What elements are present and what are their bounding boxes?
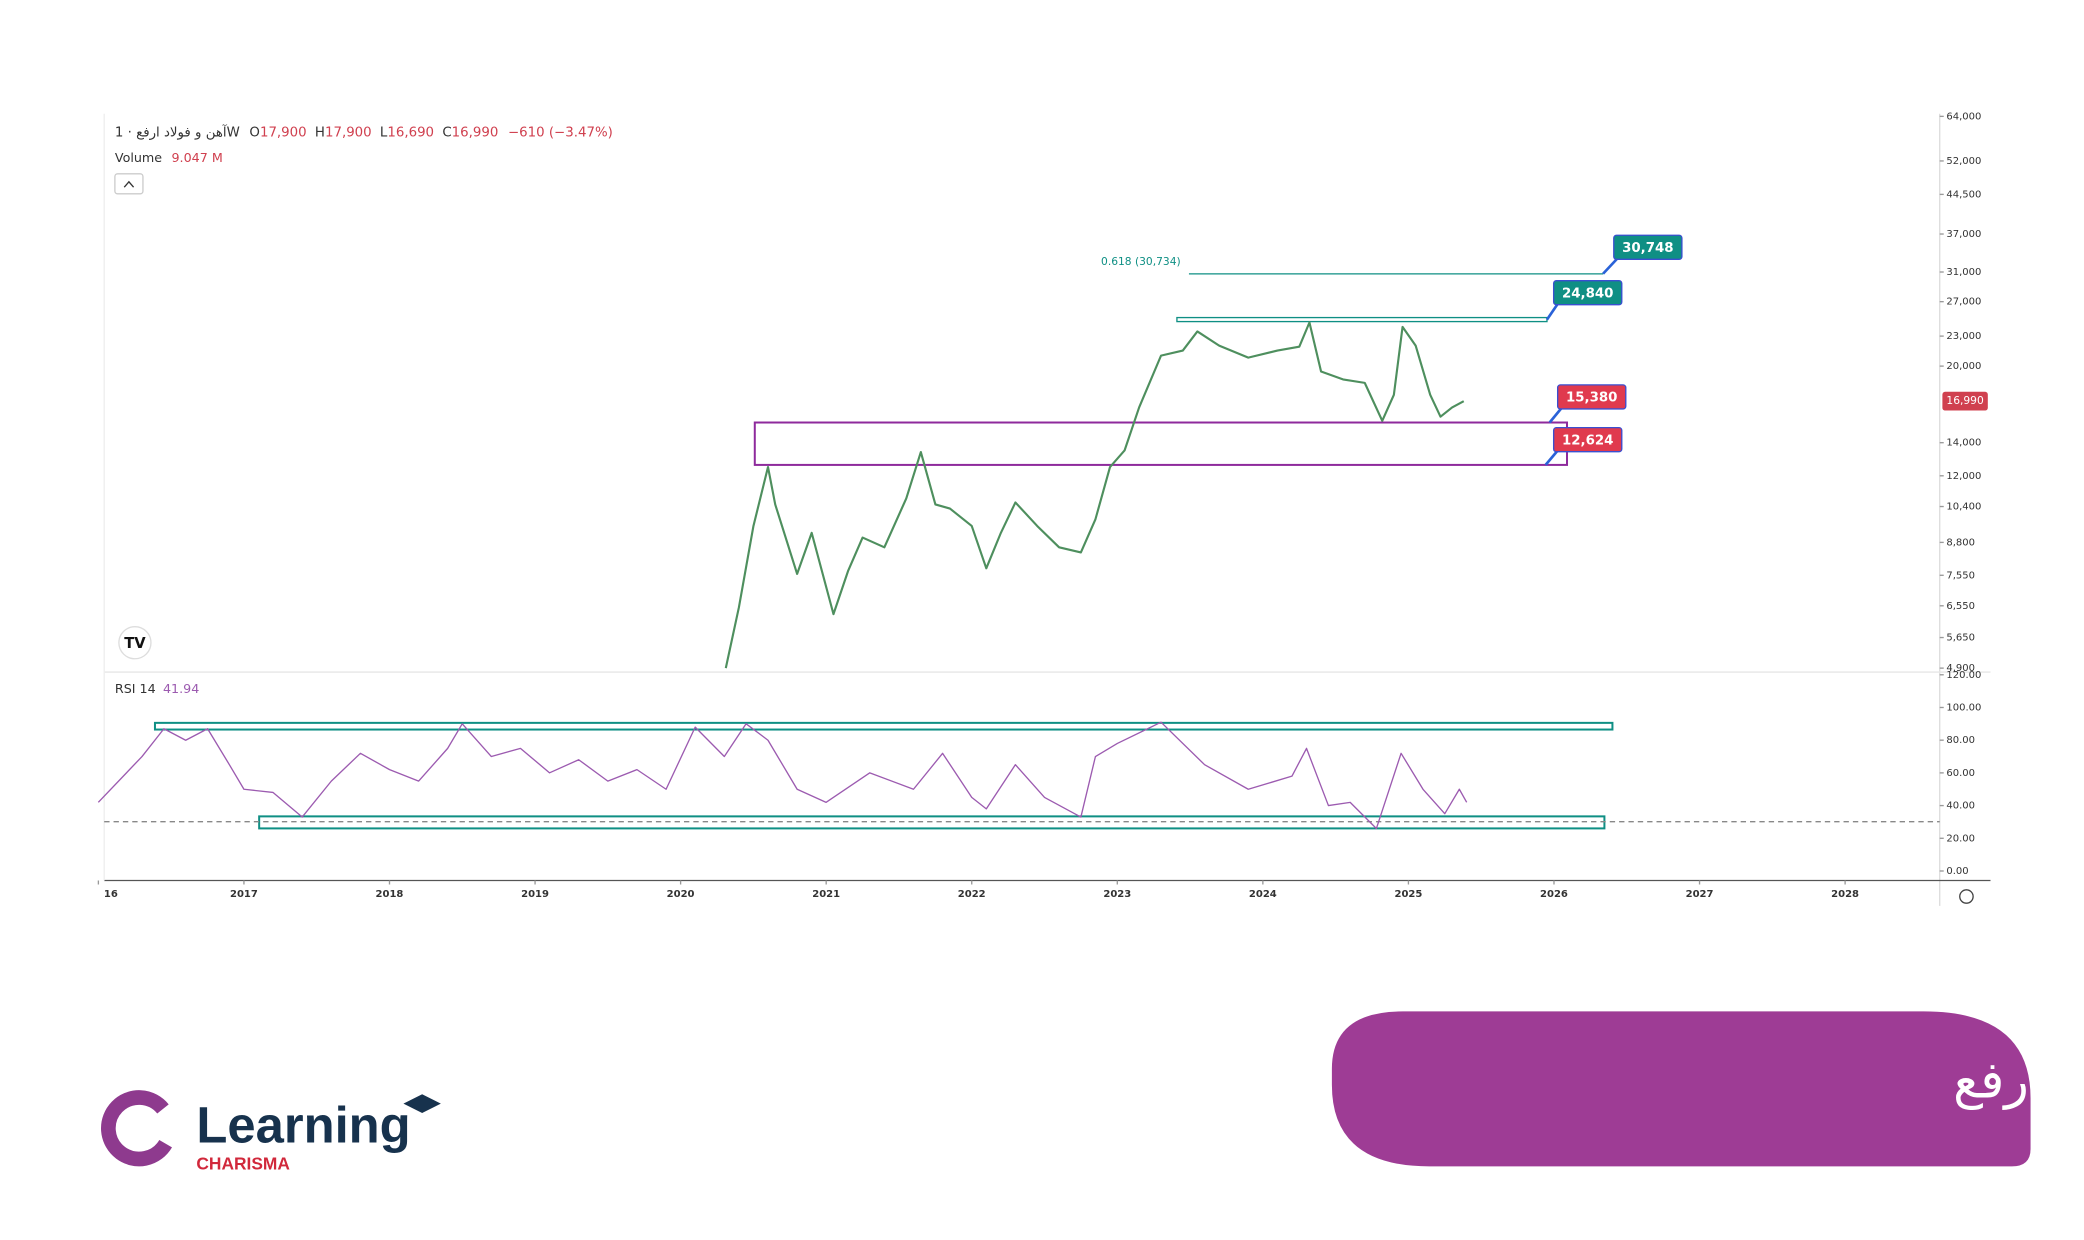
y-tick-label: 64,000 [1946,111,1981,122]
y-tick-label: 27,000 [1946,297,1981,308]
y-tick-label: 6,550 [1946,601,1975,612]
y-tick-label: 40.00 [1946,801,1975,812]
collapse-icon [123,180,135,188]
level-label: 24,840 [1562,286,1614,301]
rsi-line [97,721,1468,830]
level-badge [1552,280,1623,306]
x-tick-label: 2027 [1686,889,1714,900]
close: 16,990 [452,125,499,140]
y-tick-label: 31,000 [1946,267,1981,278]
close-label: C [442,125,451,140]
y-tick-label: 60.00 [1946,768,1975,779]
high: 17,900 [325,125,372,140]
tv-logo-mark: TV [124,635,146,652]
y-tick-label: 120.00 [1946,670,1981,681]
x-tick-label: 2019 [521,889,549,900]
level-badge [1552,426,1623,453]
y-tick-label: 20.00 [1946,833,1975,844]
y-tick-label: 44,500 [1946,189,1981,200]
y-tick-label: 5,650 [1946,633,1975,644]
price-line [724,321,1465,669]
level-badge [1613,234,1683,260]
y-tick-label: 10,400 [1946,502,1981,513]
y-tick-label: 37,000 [1946,229,1981,240]
y-tick-label: 23,000 [1946,331,1981,342]
y-tick-label: 4,900 [1946,663,1975,674]
symbol: آهن و فولاد ارفع · 1W [115,123,240,140]
x-tick-label: 2028 [1831,889,1859,900]
level-label: 12,624 [1562,433,1614,448]
x-tick-label: 2021 [812,889,840,900]
y-tick-label: 8,800 [1946,537,1975,548]
y-tick-label: 20,000 [1946,361,1981,372]
volume: 9.047 M [171,149,222,164]
banner [1331,1011,2031,1167]
last-price-label: 16,990 [1946,394,1984,407]
x-tick-label: 2026 [1540,889,1568,900]
range-box [753,421,1569,466]
logo-cap [403,1094,441,1113]
tv-logo[interactable] [118,626,152,660]
x-tick-label: 2018 [376,889,404,900]
rsi-upper-zone [153,721,1614,731]
y-tick-label: 12,000 [1946,471,1981,482]
level-label: 15,380 [1566,391,1618,406]
volume-line: Volume 9.047 M [115,149,223,164]
legend-line: آهن و فولاد ارفع · 1W O17,900 H17,900 L1… [115,123,613,140]
logo-sub: CHARISMA [196,1154,290,1174]
x-tick-label: 2024 [1249,889,1277,900]
x-tick-label: 2023 [1103,889,1131,900]
y-tick-label: 14,000 [1946,438,1981,449]
low: 16,690 [387,125,434,140]
y-tick-label: 80.00 [1946,735,1975,746]
open: 17,900 [260,125,307,140]
x-tick-label: 2022 [958,889,986,900]
y-tick-label: 52,000 [1946,156,1981,167]
resistance-zone [1176,316,1548,323]
low-label: L [380,125,388,140]
y-tick-label: 0.00 [1946,866,1968,877]
y-tick-label: 100.00 [1946,702,1981,713]
logo-name: Learning [196,1096,410,1153]
change: −610 (−3.47%) [508,125,613,140]
rsi-value: 41.94 [163,681,199,696]
volume-label: Volume [115,149,162,164]
x-tick-label: 2020 [667,889,695,900]
rsi-title: RSI 14 [115,681,156,696]
open-label: O [249,125,260,140]
x-tick-label: 2017 [230,889,258,900]
settings-icon[interactable] [1959,889,1974,904]
last-price-badge [1942,391,1988,411]
x-tick-label: 16 [104,889,118,900]
fib-label: 0.618 (30,734) [1101,255,1181,268]
collapse-button[interactable] [114,173,144,195]
level-label: 30,748 [1622,241,1674,256]
x-tick-label: 2025 [1395,889,1423,900]
high-label: H [315,125,325,140]
logo-mark [101,1090,172,1167]
level-badge [1556,384,1627,410]
banner-title: تحلیل تکنیکال نماد ارفع [1953,1051,2084,1111]
y-tick-label: 7,550 [1946,570,1975,581]
